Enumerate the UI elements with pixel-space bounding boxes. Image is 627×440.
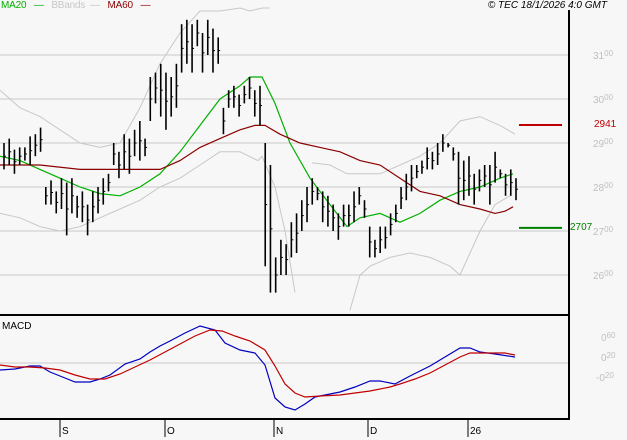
x-axis-ticks	[59, 420, 469, 437]
price-tick-label: 2700	[593, 225, 614, 238]
support-level-label: 2707	[570, 221, 593, 233]
legend: MA20 — BBands — MA60 —	[1, 0, 155, 11]
legend-ma20-label: MA20	[1, 0, 27, 11]
price-tick-label: 2800	[593, 181, 614, 194]
bollinger-bands	[0, 7, 516, 311]
legend-bbands: BBands —	[51, 0, 100, 11]
price-tick-label: 3100	[593, 49, 614, 62]
macd-tick-label: -020	[596, 371, 614, 384]
x-tick-label: N	[276, 426, 284, 437]
x-tick-label: D	[370, 426, 378, 437]
legend-ma60: MA60 —	[107, 0, 151, 11]
price-levels	[519, 123, 562, 229]
x-tick-label: 26	[470, 426, 482, 437]
macd-panel-title: MACD	[2, 321, 32, 332]
price-bars	[3, 19, 518, 293]
price-tick-label: 3000	[593, 93, 614, 106]
chart-frame	[0, 10, 570, 420]
legend-bbands-label: BBands	[51, 0, 86, 11]
price-tick-label: 2600	[593, 269, 614, 282]
resistance-level-label: 2941	[594, 118, 617, 130]
macd-tick-label: 060	[601, 331, 616, 344]
legend-ma60-label: MA60	[107, 0, 134, 11]
price-tick-label: 2900	[593, 137, 614, 150]
price-gridlines	[0, 54, 569, 364]
copyright: © TEC 18/1/2026 4:0 GMT	[487, 0, 607, 11]
x-tick-label: S	[62, 426, 69, 437]
x-tick-label: O	[167, 426, 175, 437]
legend-ma20: MA20 —	[1, 0, 44, 11]
macd-lines	[0, 325, 516, 411]
macd-tick-label: 020	[601, 351, 616, 364]
